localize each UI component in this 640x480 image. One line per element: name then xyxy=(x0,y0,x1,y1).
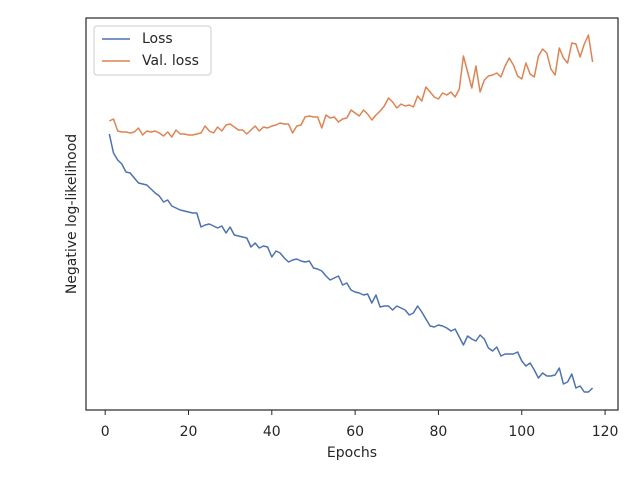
x-tick-label: 100 xyxy=(508,424,535,440)
x-tick-label: 120 xyxy=(592,424,619,440)
x-tick-label: 80 xyxy=(430,424,448,440)
x-axis-label: Epochs xyxy=(327,445,377,461)
x-tick-label: 40 xyxy=(263,424,281,440)
series-line xyxy=(108,34,594,138)
series-line xyxy=(108,133,594,393)
legend-label: Loss xyxy=(142,31,173,47)
x-tick-label: 0 xyxy=(101,424,110,440)
plot-frame xyxy=(85,17,619,411)
x-tick-label: 60 xyxy=(346,424,364,440)
legend-label: Val. loss xyxy=(142,53,199,69)
y-axis-label: Negative log-likelihood xyxy=(64,134,80,294)
x-tick-label: 20 xyxy=(180,424,198,440)
